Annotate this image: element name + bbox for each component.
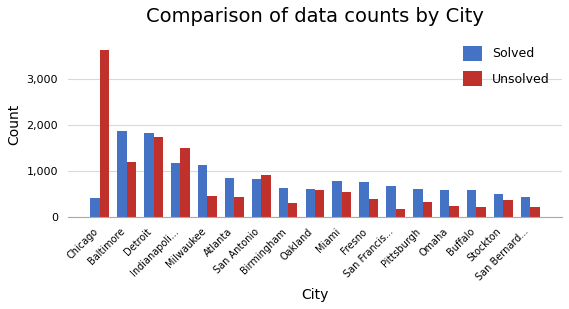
Bar [180,148,190,217]
Bar [207,196,217,217]
Bar [440,189,450,217]
Bar [413,189,423,217]
Bar [332,181,342,217]
Bar [117,131,127,217]
Bar [386,186,395,217]
Bar [279,188,288,217]
Bar [395,209,405,217]
Bar [476,207,486,217]
Bar [144,133,154,217]
Bar [530,207,539,217]
Bar [288,203,298,217]
Bar [234,197,244,217]
Bar [467,190,476,217]
Bar [315,189,324,217]
Bar [494,194,503,217]
Bar [171,163,180,217]
Bar [90,198,100,217]
Legend: Solved, Unsolved: Solved, Unsolved [457,39,556,92]
Bar [306,189,315,217]
Bar [225,178,234,217]
Bar [198,165,207,217]
Bar [100,50,109,217]
Bar [503,200,513,217]
Bar [423,201,432,217]
X-axis label: City: City [301,288,329,302]
Bar [450,205,459,217]
Bar [154,137,163,217]
Title: Comparison of data counts by City: Comparison of data counts by City [146,7,484,26]
Bar [521,197,530,217]
Y-axis label: Count: Count [7,104,21,146]
Bar [127,163,136,217]
Bar [261,175,271,217]
Bar [360,182,369,217]
Bar [342,192,351,217]
Bar [369,199,378,217]
Bar [251,179,261,217]
